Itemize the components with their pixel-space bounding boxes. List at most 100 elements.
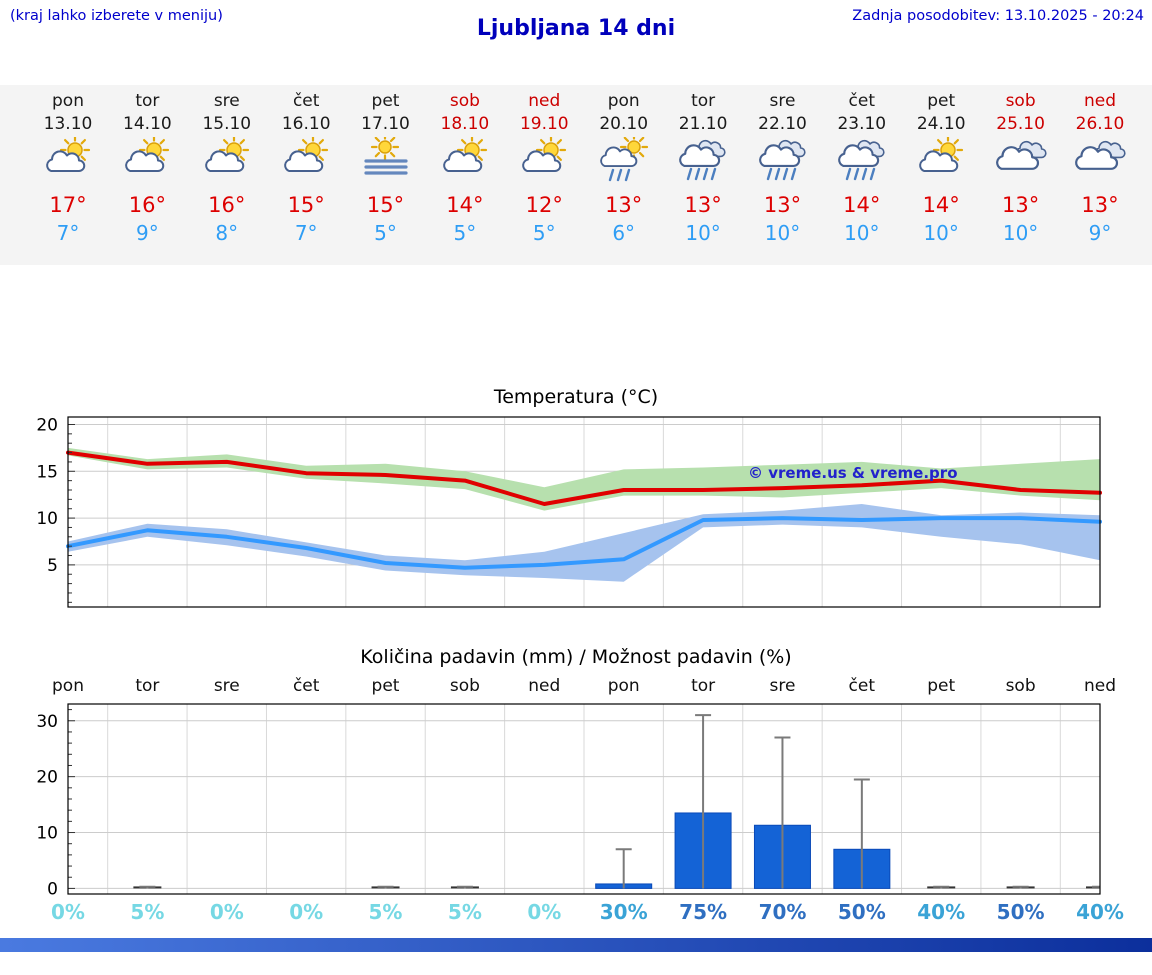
rain-icon (758, 139, 806, 181)
precip-day-label: ned (528, 676, 561, 696)
day-temp-min: 10° (764, 221, 801, 245)
day-date: 24.10 (916, 114, 966, 134)
day-date: 13.10 (43, 114, 93, 134)
precip-probability: 50% (837, 900, 886, 924)
sun-ray (540, 138, 546, 145)
sun-ray (159, 155, 166, 161)
forecast-day: čet 16.10 15° 7° (266, 90, 346, 245)
partly-cloudy-icon-wrap (504, 137, 584, 189)
cloud-shape (679, 144, 721, 167)
precip-probability: 0% (527, 900, 562, 924)
day-temp-max: 16° (128, 193, 166, 217)
sun-shower-icon (599, 137, 648, 182)
day-date: 17.10 (361, 114, 410, 134)
day-name: tor (135, 91, 160, 111)
raindrop (774, 167, 780, 181)
forecast-day: pon 20.10 13° 6° (584, 90, 664, 245)
watermark: © vreme.us & vreme.pro (748, 464, 958, 482)
precip-probability: 70% (758, 900, 807, 924)
sun-ray (64, 138, 70, 145)
day-temp-max: 13° (684, 193, 722, 217)
sun-ray (477, 155, 483, 161)
raindrop (686, 167, 693, 181)
raindrop (845, 167, 851, 181)
sun-ray (80, 155, 87, 161)
y-axis-label: 20 (36, 768, 58, 788)
precip-probability: 40% (917, 900, 966, 924)
day-date: 20.10 (599, 114, 649, 134)
rain-icon-wrap (663, 137, 743, 189)
precip-day-label: sre (213, 676, 240, 696)
y-axis-label: 30 (36, 712, 58, 732)
raindrop (702, 167, 709, 181)
forecast-day: sob 18.10 14° 5° (425, 90, 505, 245)
sun-ray (389, 137, 395, 143)
sun-disc (377, 140, 392, 154)
cloudy-icon-wrap (1060, 137, 1140, 189)
raindrop (624, 168, 630, 182)
sun-ray (623, 137, 629, 143)
temp-min-line (66, 516, 1102, 570)
day-name: ned (1083, 91, 1117, 111)
precip-day-label: pon (607, 676, 640, 696)
day-temp-max: 13° (1001, 193, 1040, 217)
precip-day-label: pon (52, 676, 84, 696)
day-temp-min: 5° (532, 221, 556, 245)
precip-probability: 75% (679, 900, 728, 924)
precip-probability: 40% (1076, 900, 1124, 924)
cloud-shape (46, 150, 86, 172)
bottom-bar (0, 938, 1152, 952)
y-axis-label: 15 (36, 462, 58, 482)
fog-icon-wrap (346, 137, 426, 189)
sun-ray (953, 155, 960, 161)
raindrop (861, 167, 867, 181)
day-temp-max: 16° (208, 193, 246, 217)
cloud-shape (284, 150, 324, 172)
cloud-shape (995, 146, 1039, 170)
day-temp-max: 13° (605, 193, 643, 217)
sun-ray (556, 155, 563, 161)
forecast-day: pon 13.10 17° 7° (28, 90, 108, 245)
sun-ray (937, 138, 943, 145)
raindrop (608, 168, 614, 182)
day-temp-min: 8° (215, 221, 239, 245)
forecast-day: pet 17.10 15° 5° (346, 90, 426, 245)
cloud-shape (125, 150, 165, 172)
day-name: pet (371, 91, 400, 111)
plot-border (67, 416, 1101, 608)
precip-day-label: tor (135, 676, 160, 696)
day-temp-max: 13° (763, 193, 802, 217)
day-date: 23.10 (837, 114, 887, 134)
partly-cloudy-icon-wrap (425, 137, 505, 189)
day-temp-min: 10° (685, 221, 721, 245)
day-name: tor (691, 91, 716, 111)
sun-ray (374, 137, 380, 143)
partly-cloudy-icon-wrap (28, 137, 108, 189)
precip-probability: 5% (130, 900, 165, 924)
day-temp-min: 5° (453, 221, 477, 245)
precip-probability: 0% (289, 900, 324, 924)
temperature-chart-title: Temperatura (°C) (493, 386, 659, 408)
sun-ray (80, 138, 87, 145)
precip-probabilities: 0% 5% 0% 0% 5% 5% 0% 30% 75% 70% 50% 40% 50% 40% (0, 900, 1152, 926)
day-date: 18.10 (440, 114, 490, 134)
raindrop (790, 167, 796, 181)
raindrop (782, 167, 788, 181)
forecast-day: ned 19.10 12° 5° (504, 90, 584, 245)
day-name: pet (927, 91, 956, 111)
last-updated: Zadnja posodobitev: 13.10.2025 - 20:24 (852, 8, 1144, 24)
precip-day-label: tor (691, 676, 716, 696)
precipitation-chart: 0 10 20 30 (36, 703, 1101, 899)
day-temp-max: 12° (525, 193, 563, 217)
precip-day-labels: pon tor sre čet pet sob ned pon tor sre čet pet sob n… (0, 676, 1152, 698)
sun-ray (460, 138, 467, 145)
day-date: 16.10 (281, 114, 331, 134)
day-date: 25.10 (996, 114, 1045, 134)
partly-cloudy-icon (284, 137, 329, 172)
day-temp-min: 7° (56, 221, 80, 245)
location-note[interactable]: (kraj lahko izberete v meniju) (10, 8, 223, 24)
partly-cloudy-icon (46, 137, 91, 172)
partly-cloudy-icon-wrap (901, 137, 981, 189)
precip-day-label: pet (371, 676, 400, 696)
y-axis-label: 20 (36, 415, 58, 435)
